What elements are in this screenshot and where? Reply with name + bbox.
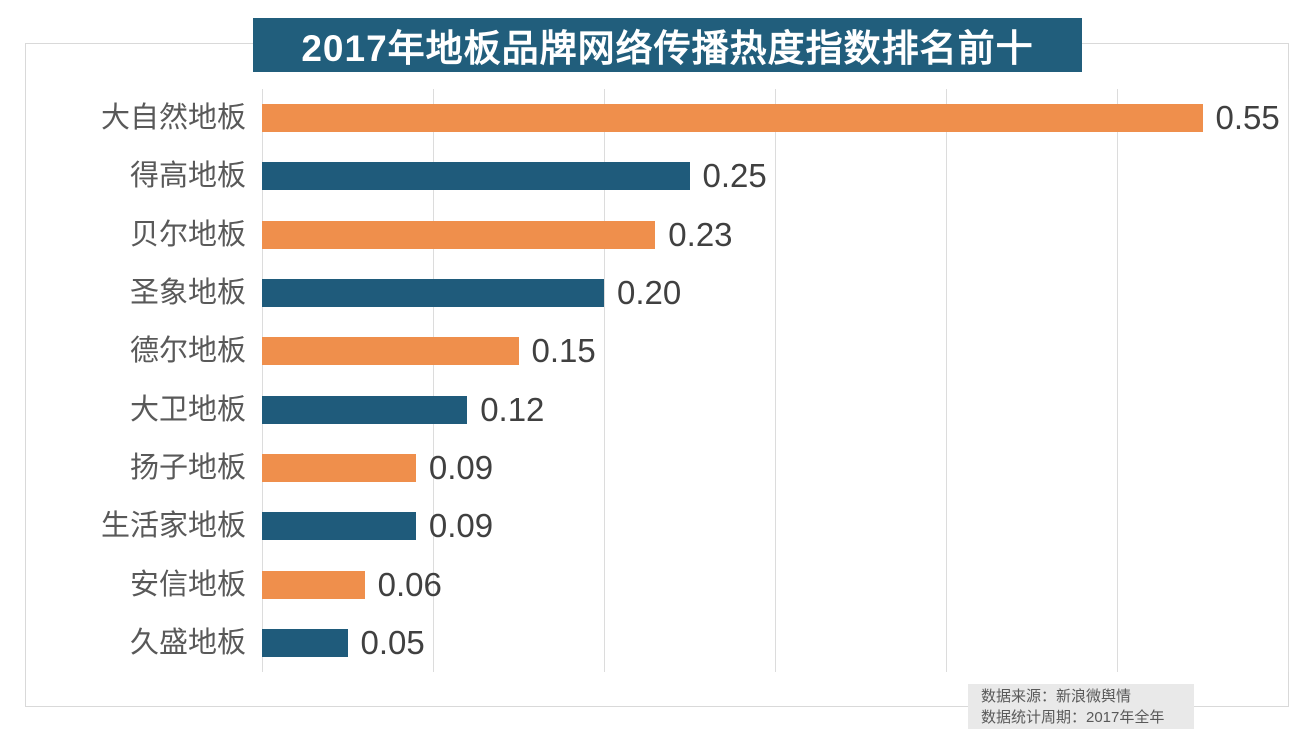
value-label: 0.55 [1215,99,1280,137]
category-label: 贝尔地板 [129,218,246,251]
source-note: 数据来源：新浪微舆情 数据统计周期：2017年全年 [968,684,1194,729]
category-label: 生活家地板 [100,510,246,543]
bar [262,512,416,541]
chart-title: 2017年地板品牌网络传播热度指数排名前十 [253,18,1082,72]
category-label: 久盛地板 [129,626,246,659]
bar [262,162,690,191]
category-label: 大自然地板 [100,102,246,135]
value-label: 0.09 [428,448,494,486]
category-label: 安信地板 [129,568,246,601]
bar [262,395,468,424]
value-label: 0.20 [617,274,682,312]
category-label: 圣象地板 [129,277,246,310]
value-label: 0.09 [428,507,494,545]
bar [262,570,365,599]
category-label: 德尔地板 [129,335,246,368]
gridline [1288,89,1289,672]
source-note-line2: 数据统计周期：2017年全年 [981,709,1165,726]
value-label: 0.15 [531,332,596,370]
value-label: 0.06 [377,565,442,603]
category-label: 大卫地板 [129,393,246,426]
gridline [1117,89,1118,672]
gridline [433,89,434,672]
gridline [775,89,776,672]
bar [262,628,348,657]
value-label: 0.05 [360,623,425,661]
gridline [604,89,605,672]
bar [262,453,416,482]
source-note-line1: 数据来源：新浪微舆情 [981,688,1132,705]
bar [262,220,656,249]
value-label: 0.23 [668,215,733,253]
bar [262,279,604,308]
bar [262,337,519,366]
category-label: 扬子地板 [129,451,246,484]
bar [262,104,1203,133]
gridline [946,89,947,672]
category-label: 得高地板 [129,160,246,193]
gridline [262,89,263,672]
value-label: 0.25 [702,157,767,195]
value-label: 0.12 [480,390,545,428]
